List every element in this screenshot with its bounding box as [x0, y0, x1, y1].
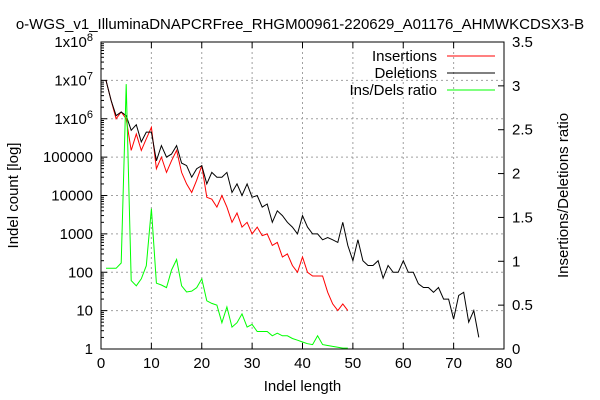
y-tick-label: 1x107: [54, 70, 93, 89]
x-tick-label: 40: [294, 355, 311, 372]
x-tick-label: 20: [193, 355, 210, 372]
series-layer: [105, 80, 480, 349]
y-tick-label: 100000: [43, 149, 93, 166]
y2-tick-label: 3: [512, 78, 520, 95]
ins-dels-ratio-series-line: [106, 84, 348, 349]
deletions-series-line: [105, 80, 480, 338]
y-tick-label: 1x108: [54, 32, 93, 51]
x-tick-label: 0: [97, 355, 105, 372]
y2-tick-label: 0: [512, 341, 520, 358]
y-tick-label: 1000: [60, 226, 93, 243]
y-tick-label: 10: [76, 303, 93, 320]
y-tick-label: 10000: [51, 188, 93, 205]
x-tick-label: 30: [244, 355, 261, 372]
chart-title: o-WGS_v1_IlluminaDNAPCRFree_RHGM00961-22…: [16, 16, 584, 33]
legend-label-ins-dels-ratio: Ins/Dels ratio: [349, 82, 437, 99]
plot-frame: [100, 41, 505, 350]
y-tick-label: 1x106: [54, 109, 93, 128]
x-tick-label: 10: [143, 355, 160, 372]
y2-axis-label: Insertions/Deletions ratio: [555, 113, 572, 278]
legend-label-insertions: Insertions: [372, 48, 437, 65]
y2-tick-label: 1: [512, 253, 520, 270]
insertions-series-line: [105, 80, 349, 312]
x-axis-label: Indel length: [264, 378, 342, 395]
grid: [101, 42, 504, 349]
y2-tick-label: 3.5: [512, 34, 533, 51]
x-tick-label: 80: [496, 355, 513, 372]
x-tick-label: 50: [345, 355, 362, 372]
y2-tick-label: 1.5: [512, 209, 533, 226]
y-tick-label: 100: [68, 264, 93, 281]
y-tick-label: 1: [85, 341, 93, 358]
x-tick-label: 60: [395, 355, 412, 372]
axis-ticks: 0 10 20 30 40 50 60 70 801101001000100001000001x…: [43, 32, 533, 372]
y2-tick-label: 0.5: [512, 297, 533, 314]
y-axis-label: Indel count [log]: [5, 143, 22, 249]
x-tick-label: 70: [445, 355, 462, 372]
legend-label-deletions: Deletions: [374, 65, 437, 82]
y2-tick-label: 2.5: [512, 122, 533, 139]
y2-tick-label: 2: [512, 166, 520, 183]
